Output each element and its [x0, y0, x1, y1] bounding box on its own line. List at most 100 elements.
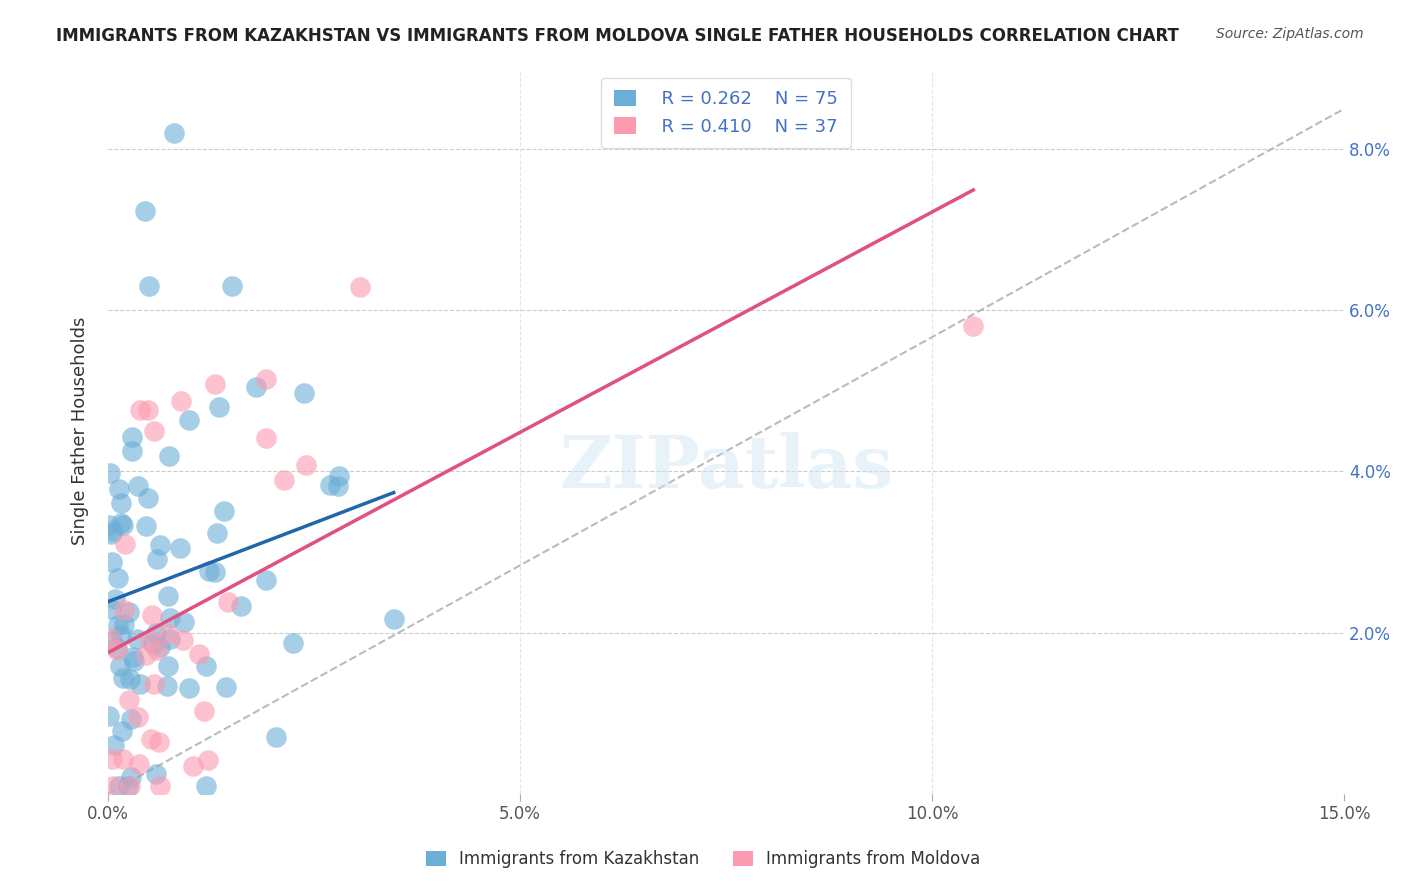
Immigrants from Kazakhstan: [194, 659, 217, 673]
Immigrants from Moldova: [107, 643, 129, 657]
Immigrants from Moldova: [112, 603, 135, 617]
Immigrants from Kazakhstan: [145, 767, 167, 781]
Immigrants from Moldova: [188, 647, 211, 661]
Immigrants from Moldova: [101, 751, 124, 765]
Immigrants from Kazakhstan: [204, 565, 226, 579]
Immigrants from Kazakhstan: [112, 616, 135, 631]
Immigrants from Kazakhstan: [111, 518, 134, 533]
Immigrants from Kazakhstan: [149, 538, 172, 552]
Immigrants from Kazakhstan: [157, 449, 180, 463]
Immigrants from Kazakhstan: [319, 478, 342, 492]
Immigrants from Kazakhstan: [205, 526, 228, 541]
Text: ZIPatlas: ZIPatlas: [560, 432, 893, 503]
Immigrants from Kazakhstan: [328, 469, 350, 483]
Immigrants from Moldova: [139, 731, 162, 746]
Immigrants from Kazakhstan: [177, 412, 200, 426]
Immigrants from Kazakhstan: [245, 380, 267, 394]
Immigrants from Kazakhstan: [134, 204, 156, 219]
Immigrants from Kazakhstan: [221, 279, 243, 293]
Immigrants from Kazakhstan: [103, 738, 125, 752]
Immigrants from Kazakhstan: [120, 712, 142, 726]
Immigrants from Moldova: [170, 394, 193, 409]
Immigrants from Moldova: [128, 757, 150, 772]
Immigrants from Moldova: [136, 403, 159, 417]
Immigrants from Moldova: [256, 431, 278, 445]
Immigrants from Kazakhstan: [281, 636, 304, 650]
Immigrants from Kazakhstan: [157, 589, 180, 603]
Immigrants from Kazakhstan: [163, 126, 186, 140]
Immigrants from Kazakhstan: [159, 610, 181, 624]
Immigrants from Kazakhstan: [100, 527, 122, 541]
Immigrants from Moldova: [217, 595, 239, 609]
Immigrants from Kazakhstan: [121, 444, 143, 458]
Immigrants from Kazakhstan: [101, 634, 124, 648]
Immigrants from Kazakhstan: [108, 779, 131, 793]
Immigrants from Moldova: [98, 631, 121, 645]
Immigrants from Kazakhstan: [98, 517, 121, 532]
Immigrants from Moldova: [149, 779, 172, 793]
Immigrants from Kazakhstan: [101, 555, 124, 569]
Immigrants from Moldova: [101, 779, 124, 793]
Legend: Immigrants from Kazakhstan, Immigrants from Moldova: Immigrants from Kazakhstan, Immigrants f…: [419, 844, 987, 875]
Immigrants from Kazakhstan: [101, 524, 124, 538]
Immigrants from Moldova: [172, 632, 194, 647]
Immigrants from Kazakhstan: [111, 671, 134, 685]
Immigrants from Kazakhstan: [169, 541, 191, 555]
Immigrants from Kazakhstan: [117, 779, 139, 793]
Immigrants from Kazakhstan: [215, 680, 238, 694]
Immigrants from Kazakhstan: [146, 552, 169, 566]
Immigrants from Kazakhstan: [195, 779, 218, 793]
Immigrants from Kazakhstan: [328, 479, 350, 493]
Immigrants from Moldova: [204, 376, 226, 391]
Immigrants from Kazakhstan: [110, 628, 132, 642]
Immigrants from Kazakhstan: [208, 401, 231, 415]
Immigrants from Kazakhstan: [121, 429, 143, 443]
Immigrants from Kazakhstan: [111, 724, 134, 739]
Y-axis label: Single Father Households: Single Father Households: [72, 317, 89, 545]
Immigrants from Kazakhstan: [121, 649, 143, 664]
Immigrants from Kazakhstan: [118, 672, 141, 686]
Immigrants from Moldova: [962, 319, 984, 334]
Immigrants from Kazakhstan: [198, 565, 221, 579]
Immigrants from Moldova: [157, 627, 180, 641]
Legend:   R = 0.262    N = 75,   R = 0.410    N = 37: R = 0.262 N = 75, R = 0.410 N = 37: [602, 78, 851, 148]
Immigrants from Kazakhstan: [110, 496, 132, 510]
Immigrants from Moldova: [120, 779, 142, 793]
Immigrants from Moldova: [146, 642, 169, 657]
Immigrants from Kazakhstan: [157, 659, 180, 673]
Immigrants from Kazakhstan: [382, 612, 405, 626]
Immigrants from Kazakhstan: [214, 504, 236, 518]
Immigrants from Kazakhstan: [264, 730, 287, 744]
Immigrants from Kazakhstan: [107, 618, 129, 632]
Immigrants from Moldova: [294, 458, 316, 472]
Immigrants from Moldova: [114, 537, 136, 551]
Immigrants from Moldova: [254, 371, 277, 385]
Immigrants from Moldova: [142, 677, 165, 691]
Immigrants from Kazakhstan: [129, 677, 152, 691]
Immigrants from Moldova: [117, 693, 139, 707]
Immigrants from Kazakhstan: [127, 479, 149, 493]
Immigrants from Kazakhstan: [135, 518, 157, 533]
Immigrants from Moldova: [197, 753, 219, 767]
Immigrants from Kazakhstan: [159, 632, 181, 646]
Immigrants from Moldova: [142, 424, 165, 438]
Immigrants from Kazakhstan: [108, 482, 131, 496]
Immigrants from Kazakhstan: [120, 770, 142, 784]
Immigrants from Moldova: [193, 705, 215, 719]
Immigrants from Kazakhstan: [97, 708, 120, 723]
Immigrants from Kazakhstan: [173, 615, 195, 629]
Immigrants from Moldova: [349, 280, 371, 294]
Immigrants from Moldova: [273, 473, 295, 487]
Immigrants from Kazakhstan: [122, 654, 145, 668]
Immigrants from Kazakhstan: [254, 573, 277, 587]
Immigrants from Kazakhstan: [104, 591, 127, 606]
Immigrants from Kazakhstan: [145, 626, 167, 640]
Immigrants from Moldova: [135, 648, 157, 663]
Immigrants from Kazakhstan: [142, 637, 165, 651]
Immigrants from Moldova: [138, 633, 160, 648]
Immigrants from Kazakhstan: [138, 279, 160, 293]
Immigrants from Kazakhstan: [100, 602, 122, 616]
Immigrants from Moldova: [112, 752, 135, 766]
Immigrants from Moldova: [148, 735, 170, 749]
Immigrants from Moldova: [128, 403, 150, 417]
